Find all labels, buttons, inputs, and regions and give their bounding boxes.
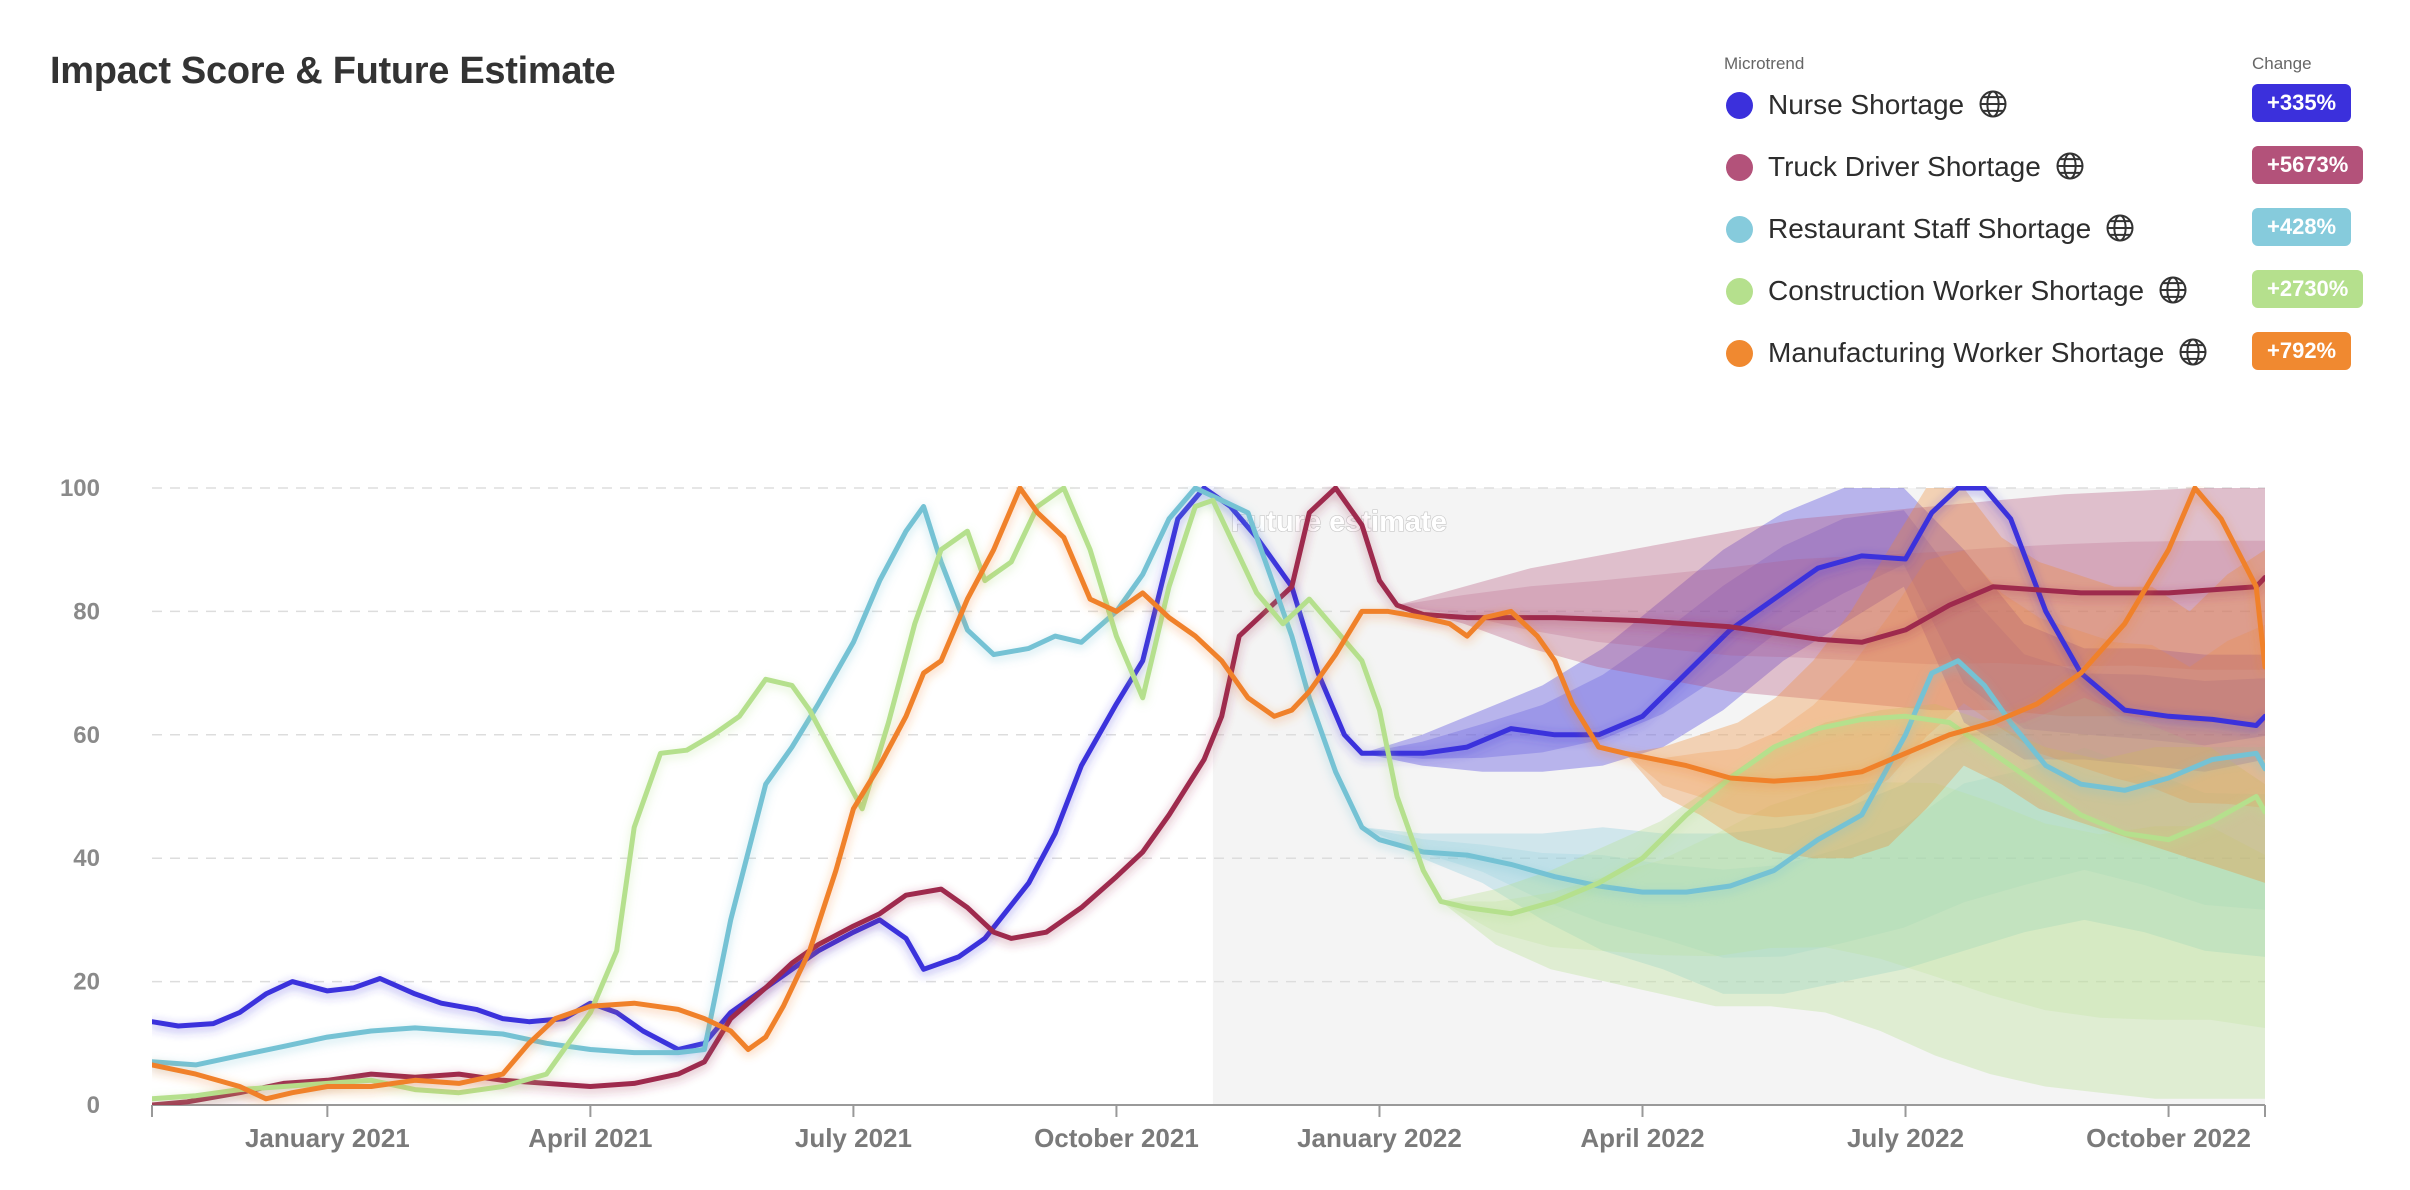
- x-tick-label: April 2021: [528, 1123, 652, 1153]
- legend-item-label: Manufacturing Worker Shortage: [1768, 337, 2208, 369]
- y-tick-label: 80: [73, 598, 100, 625]
- series-line[interactable]: [152, 486, 2265, 1068]
- change-badge: +428%: [2252, 208, 2352, 246]
- change-badge: +5673%: [2252, 146, 2364, 184]
- legend-color-dot: [1726, 154, 1753, 181]
- forecast-band-core: [1625, 550, 2265, 818]
- forecast-band-core: [1361, 510, 2265, 759]
- legend-item[interactable]: Nurse Shortage +335%: [1722, 80, 2382, 128]
- y-tick-label: 100: [60, 475, 100, 502]
- legend-color-dot: [1726, 216, 1753, 243]
- y-tick-label: 40: [73, 845, 100, 872]
- y-tick-label: 60: [73, 722, 100, 749]
- change-badge: +2730%: [2252, 270, 2364, 308]
- globe-icon[interactable]: [2178, 337, 2208, 367]
- legend-item[interactable]: Construction Worker Shortage +2730%: [1722, 266, 2382, 314]
- legend: Microtrend Change Nurse Shortage +335% Tru…: [1722, 52, 2382, 392]
- legend-color-dot: [1726, 92, 1753, 119]
- x-tick-label: January 2021: [245, 1123, 410, 1153]
- globe-icon[interactable]: [2055, 151, 2085, 181]
- series-line[interactable]: [152, 486, 2265, 1102]
- change-badge: +335%: [2252, 84, 2352, 122]
- y-tick-label: 0: [87, 1092, 100, 1119]
- forecast-band-core: [1440, 782, 2265, 1028]
- x-tick-label: October 2021: [1034, 1123, 1199, 1153]
- change-badge: +792%: [2252, 332, 2352, 370]
- globe-icon[interactable]: [1978, 89, 2008, 119]
- x-tick-label: July 2022: [1847, 1123, 1964, 1153]
- globe-icon[interactable]: [2105, 213, 2135, 243]
- x-tick-label: July 2021: [795, 1123, 912, 1153]
- line-chart: 0 20 40 60 80 100 January 2021 April 2021 July 2…: [60, 475, 2266, 1153]
- forecast-band-core: [1361, 747, 2265, 958]
- future-estimate-label: Future estimate: [1231, 506, 1447, 538]
- legend-color-dot: [1726, 340, 1753, 367]
- x-tick-label: January 2022: [1297, 1123, 1462, 1153]
- x-tick-label: April 2022: [1580, 1123, 1704, 1153]
- legend-item-label: Nurse Shortage: [1768, 89, 2008, 121]
- legend-item[interactable]: Manufacturing Worker Shortage +792%: [1722, 328, 2382, 376]
- x-tick-label: October 2022: [2086, 1123, 2251, 1153]
- forecast-band: [1397, 488, 2265, 723]
- legend-header-microtrend: Microtrend: [1724, 54, 1805, 73]
- forecast-band-core: [1397, 540, 2265, 670]
- forecast-band: [1625, 488, 2265, 883]
- legend-item[interactable]: Truck Driver Shortage +5673%: [1722, 142, 2382, 190]
- series-line[interactable]: [152, 486, 2265, 1052]
- legend-color-dot: [1726, 278, 1753, 305]
- y-tick-label: 20: [73, 969, 100, 996]
- globe-icon[interactable]: [2158, 275, 2188, 305]
- legend-item-label: Restaurant Staff Shortage: [1768, 213, 2135, 245]
- legend-item-label: Truck Driver Shortage: [1768, 151, 2085, 183]
- legend-item[interactable]: Restaurant Staff Shortage +428%: [1722, 204, 2382, 252]
- series-line[interactable]: [152, 486, 2265, 1102]
- legend-header-change: Change: [2252, 54, 2312, 73]
- chart-title: Impact Score & Future Estimate: [50, 50, 616, 92]
- legend-item-label: Construction Worker Shortage: [1768, 275, 2188, 307]
- series-line[interactable]: [152, 486, 2265, 1105]
